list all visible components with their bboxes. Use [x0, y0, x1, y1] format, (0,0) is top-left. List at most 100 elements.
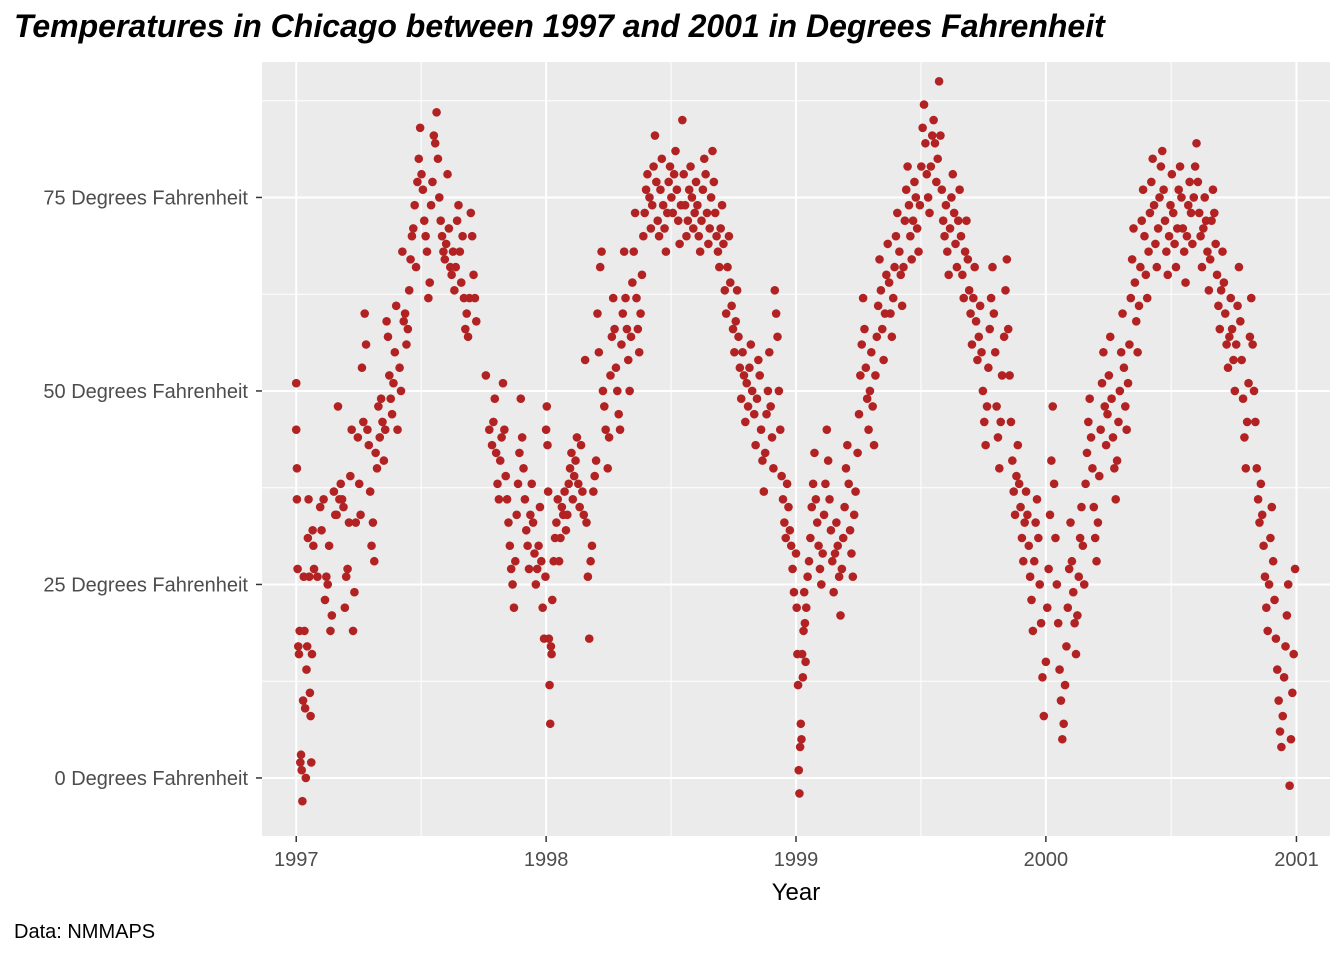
- data-point: [433, 154, 443, 164]
- data-point: [1088, 464, 1097, 473]
- data-point: [319, 495, 328, 504]
- data-point: [1127, 255, 1137, 264]
- data-point: [399, 316, 409, 326]
- x-tick-label: 1998: [524, 849, 569, 871]
- data-point: [1248, 340, 1257, 349]
- data-point: [715, 262, 724, 272]
- data-point: [487, 440, 497, 450]
- data-point: [1155, 193, 1164, 202]
- data-point: [727, 301, 736, 311]
- data-point: [1175, 162, 1185, 171]
- data-point: [710, 208, 720, 218]
- data-point: [673, 216, 683, 225]
- data-point: [735, 363, 745, 373]
- data-point: [387, 409, 397, 419]
- data-point: [1141, 270, 1151, 280]
- data-point: [317, 525, 326, 535]
- data-point: [780, 518, 789, 527]
- data-point: [517, 433, 527, 442]
- data-point: [836, 611, 845, 620]
- data-point: [830, 549, 840, 558]
- data-point: [1094, 471, 1104, 481]
- data-point: [447, 270, 456, 280]
- data-point: [728, 324, 738, 334]
- data-point: [1089, 502, 1099, 512]
- data-point: [704, 239, 713, 249]
- data-point: [1016, 502, 1025, 512]
- data-point: [613, 386, 622, 396]
- data-point: [579, 510, 589, 520]
- data-point: [819, 510, 829, 520]
- data-point: [1196, 231, 1205, 241]
- data-point: [1134, 301, 1144, 311]
- data-point: [502, 495, 512, 504]
- data-point: [736, 394, 746, 403]
- data-point: [350, 587, 359, 597]
- data-point: [1262, 603, 1271, 612]
- data-point: [801, 603, 811, 612]
- data-point: [814, 541, 823, 551]
- data-point: [293, 642, 303, 651]
- data-point: [829, 587, 838, 597]
- data-point: [347, 425, 356, 434]
- data-point: [868, 402, 877, 411]
- data-point: [1078, 541, 1088, 551]
- data-point: [1006, 417, 1016, 427]
- data-point: [664, 177, 673, 187]
- data-point: [575, 502, 584, 512]
- data-point: [291, 378, 301, 388]
- data-point: [410, 200, 419, 210]
- data-point: [1174, 185, 1183, 195]
- data-point: [912, 224, 922, 233]
- data-point: [414, 154, 424, 164]
- data-point: [1064, 564, 1074, 574]
- data-point: [1263, 626, 1272, 636]
- data-point: [1167, 169, 1177, 179]
- data-point: [1272, 665, 1282, 674]
- data-point: [661, 247, 671, 256]
- data-point: [1156, 162, 1166, 171]
- data-point: [669, 169, 679, 179]
- data-point: [716, 224, 725, 233]
- data-point: [365, 487, 375, 496]
- data-point: [404, 286, 414, 295]
- data-point: [463, 332, 473, 342]
- data-point: [1053, 618, 1063, 628]
- data-point: [683, 216, 693, 225]
- y-tick-label: 75 Degrees Fahrenheit: [43, 187, 248, 209]
- data-point: [1178, 224, 1188, 233]
- data-point: [1031, 518, 1040, 527]
- data-point: [1093, 518, 1103, 527]
- data-point: [1023, 510, 1032, 520]
- data-point: [606, 371, 615, 380]
- data-point: [298, 696, 308, 705]
- data-point: [481, 371, 491, 380]
- data-point: [367, 541, 376, 551]
- data-point: [1099, 347, 1108, 357]
- data-point: [1002, 255, 1012, 264]
- data-point: [732, 286, 742, 295]
- data-point: [904, 200, 914, 210]
- data-point: [734, 332, 743, 342]
- data-point: [653, 216, 663, 225]
- data-point: [395, 363, 404, 373]
- data-point: [437, 231, 447, 241]
- data-point: [1257, 510, 1267, 520]
- data-point: [360, 309, 369, 318]
- data-point: [369, 556, 379, 566]
- data-point: [1110, 464, 1119, 473]
- data-point: [822, 425, 832, 434]
- data-point: [978, 386, 988, 396]
- data-point: [979, 417, 989, 427]
- data-point: [838, 533, 848, 543]
- data-point: [590, 471, 600, 481]
- data-point: [871, 371, 880, 380]
- data-point: [391, 301, 401, 311]
- data-point: [906, 231, 915, 241]
- data-point: [823, 456, 833, 465]
- data-point: [634, 347, 644, 357]
- data-point: [569, 471, 579, 481]
- data-point: [309, 541, 318, 551]
- data-point: [934, 77, 944, 86]
- data-point: [970, 262, 979, 272]
